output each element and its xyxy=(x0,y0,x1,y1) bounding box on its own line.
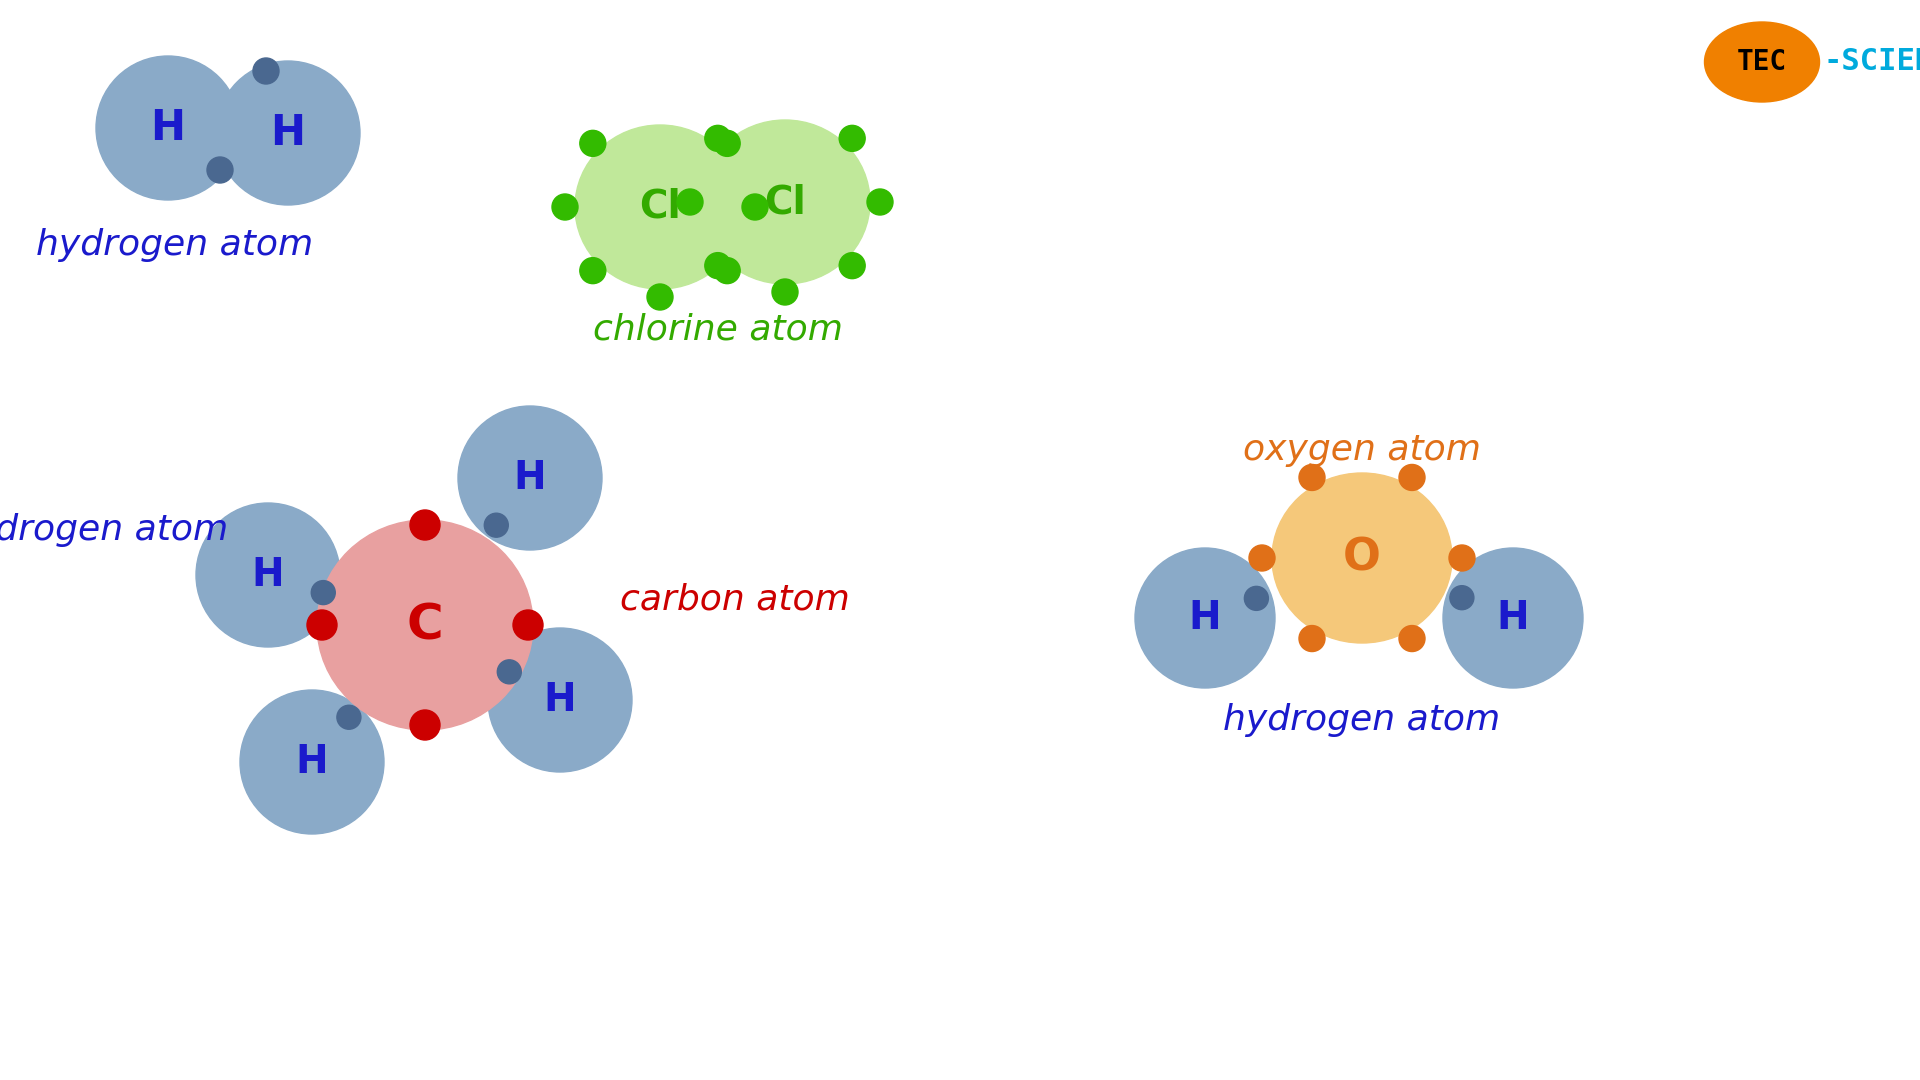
Text: H: H xyxy=(543,681,576,719)
Circle shape xyxy=(868,189,893,215)
Circle shape xyxy=(207,157,232,183)
Text: hydrogen atom: hydrogen atom xyxy=(1223,703,1501,737)
Circle shape xyxy=(772,279,799,305)
Ellipse shape xyxy=(1271,473,1452,643)
Circle shape xyxy=(1450,585,1475,610)
Circle shape xyxy=(253,58,278,84)
Circle shape xyxy=(580,131,607,157)
Text: H: H xyxy=(296,743,328,781)
Ellipse shape xyxy=(1444,548,1582,688)
Ellipse shape xyxy=(701,120,870,284)
Text: O: O xyxy=(1344,537,1380,580)
Circle shape xyxy=(647,284,674,310)
Circle shape xyxy=(336,705,361,729)
Text: TEC: TEC xyxy=(1738,48,1788,76)
Circle shape xyxy=(1450,545,1475,571)
Ellipse shape xyxy=(215,60,361,205)
Text: H: H xyxy=(515,459,547,497)
Circle shape xyxy=(678,189,703,215)
Circle shape xyxy=(307,610,338,640)
Ellipse shape xyxy=(1705,22,1820,102)
Circle shape xyxy=(839,125,866,151)
Circle shape xyxy=(411,710,440,740)
Text: Cl: Cl xyxy=(764,183,806,221)
Circle shape xyxy=(513,610,543,640)
Text: H: H xyxy=(252,556,284,594)
Text: -SCIENCE.COM: -SCIENCE.COM xyxy=(1824,48,1920,77)
Circle shape xyxy=(497,660,522,684)
Circle shape xyxy=(741,194,768,220)
Text: oxygen atom: oxygen atom xyxy=(1242,433,1480,467)
Ellipse shape xyxy=(574,125,745,289)
Ellipse shape xyxy=(459,406,603,550)
Circle shape xyxy=(1244,586,1269,610)
Circle shape xyxy=(839,253,866,279)
Ellipse shape xyxy=(196,503,340,647)
Text: hydrogen atom: hydrogen atom xyxy=(36,228,313,262)
Text: carbon atom: carbon atom xyxy=(620,583,851,617)
Text: chlorine atom: chlorine atom xyxy=(593,313,843,347)
Circle shape xyxy=(484,513,509,537)
Text: H: H xyxy=(1188,599,1221,637)
Circle shape xyxy=(705,253,732,279)
Circle shape xyxy=(714,131,741,157)
Ellipse shape xyxy=(317,519,534,730)
Text: H: H xyxy=(1498,599,1530,637)
Ellipse shape xyxy=(240,690,384,834)
Text: Cl: Cl xyxy=(639,188,682,226)
Text: hydrogen atom: hydrogen atom xyxy=(0,513,228,546)
Circle shape xyxy=(714,258,741,284)
Circle shape xyxy=(705,125,732,151)
Circle shape xyxy=(311,581,336,605)
Ellipse shape xyxy=(96,56,240,200)
Ellipse shape xyxy=(1135,548,1275,688)
Circle shape xyxy=(1250,545,1275,571)
Text: H: H xyxy=(150,107,186,149)
Circle shape xyxy=(1400,625,1425,651)
Circle shape xyxy=(553,194,578,220)
Circle shape xyxy=(1300,464,1325,490)
Ellipse shape xyxy=(488,627,632,772)
Circle shape xyxy=(1300,625,1325,651)
Circle shape xyxy=(1400,464,1425,490)
Text: H: H xyxy=(271,112,305,154)
Text: C: C xyxy=(407,600,444,649)
Circle shape xyxy=(411,510,440,540)
Circle shape xyxy=(580,258,607,284)
